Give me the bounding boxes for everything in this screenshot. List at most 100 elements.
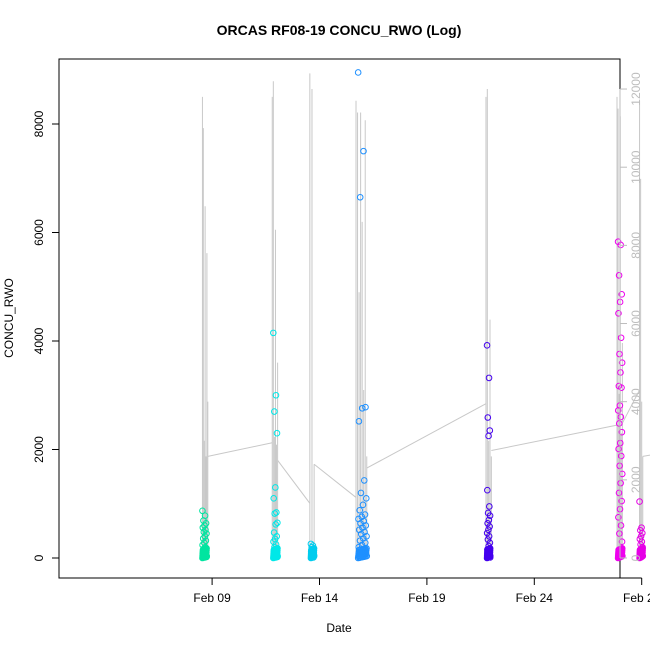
data-point xyxy=(485,374,493,382)
y-tick-label: 6000 xyxy=(32,219,46,246)
y2-axis: 0 2000 4000 6000 8000 10000 12000 xyxy=(619,72,643,561)
data-point xyxy=(484,536,492,543)
trace-connector xyxy=(621,389,640,424)
y2-tick-label: 12000 xyxy=(629,72,643,106)
data-point xyxy=(355,417,363,425)
data-point xyxy=(274,545,281,552)
data-point xyxy=(310,545,318,552)
data-point xyxy=(616,530,623,537)
data-point xyxy=(363,552,371,560)
data-point xyxy=(485,432,492,440)
y-tick-label: 0 xyxy=(32,554,46,561)
data-point xyxy=(484,414,492,421)
data-point xyxy=(615,489,623,497)
data-point xyxy=(618,538,626,546)
data-point xyxy=(273,429,281,437)
data-point xyxy=(639,545,646,552)
data-point xyxy=(356,506,364,514)
data-point xyxy=(203,552,211,560)
data-point xyxy=(618,291,626,298)
y-tick-label: 4000 xyxy=(32,327,46,354)
data-point xyxy=(272,521,280,528)
data-point xyxy=(361,511,369,518)
data-point xyxy=(272,484,279,491)
data-point xyxy=(274,552,281,560)
trace-connector xyxy=(313,463,357,498)
data-point xyxy=(271,408,278,415)
data-point xyxy=(486,545,494,552)
x-tick-label: Feb 29 xyxy=(623,591,650,605)
data-point xyxy=(639,529,646,537)
trace-connector xyxy=(366,403,487,469)
altitude-trace-layer xyxy=(201,73,650,558)
y2-tick-label: 0 xyxy=(629,554,643,561)
trace-connector xyxy=(277,460,311,504)
y-tick-label: 2000 xyxy=(32,436,46,463)
data-point xyxy=(360,477,368,484)
data-point xyxy=(617,452,625,460)
data-point xyxy=(616,350,623,358)
x-tick-label: Feb 09 xyxy=(193,591,231,605)
series-rf12 xyxy=(483,342,494,562)
data-point xyxy=(310,549,318,556)
data-point xyxy=(618,384,625,391)
data-point xyxy=(484,519,491,527)
x-tick-label: Feb 14 xyxy=(301,591,339,605)
y2-tick-label: 10000 xyxy=(629,150,643,184)
data-point xyxy=(485,526,492,534)
data-point xyxy=(617,334,625,342)
data-point xyxy=(615,445,622,453)
data-point xyxy=(358,404,366,412)
data-point xyxy=(617,413,625,421)
data-point xyxy=(273,549,281,556)
data-point xyxy=(271,510,279,517)
data-point xyxy=(203,545,210,552)
data-point xyxy=(357,489,365,497)
data-point xyxy=(618,549,626,556)
data-point xyxy=(354,69,362,76)
y2-tick-label: 2000 xyxy=(629,466,643,493)
data-point xyxy=(486,523,493,530)
y-axis: 0 2000 4000 6000 8000 xyxy=(32,110,60,561)
data-point xyxy=(615,420,623,427)
series-rf14 xyxy=(636,498,647,562)
data-point xyxy=(486,512,494,519)
x-axis: Feb 09 Feb 14 Feb 19 Feb 24 Feb 29 xyxy=(193,577,650,605)
trace-connector xyxy=(642,454,650,457)
data-point xyxy=(483,342,491,349)
x-axis-label: Date xyxy=(326,621,352,635)
data-point xyxy=(270,329,277,337)
data-point xyxy=(485,533,493,540)
trace-connector xyxy=(491,424,618,452)
data-point xyxy=(615,310,622,317)
data-point xyxy=(359,501,367,509)
trace-connector xyxy=(207,442,273,457)
data-point xyxy=(273,509,280,516)
data-point xyxy=(618,428,626,436)
data-point xyxy=(486,503,493,510)
data-point xyxy=(618,470,626,478)
data-point xyxy=(362,403,369,411)
y2-tick-label: 8000 xyxy=(629,232,643,259)
y2-tick-label: 6000 xyxy=(629,310,643,337)
data-point xyxy=(486,549,494,556)
y2-tick-label: 4000 xyxy=(629,388,643,415)
series-rf08 xyxy=(199,507,211,562)
data-point xyxy=(639,549,646,556)
series-rf11 xyxy=(354,69,371,562)
data-point xyxy=(615,272,623,279)
data-point xyxy=(270,495,278,502)
data-point xyxy=(362,495,370,502)
data-point xyxy=(618,359,626,367)
data-point xyxy=(272,391,280,399)
data-point xyxy=(362,522,370,529)
data-point xyxy=(617,522,625,529)
data-points-layer xyxy=(199,69,647,562)
data-point xyxy=(486,552,494,560)
data-point xyxy=(483,529,491,537)
data-point xyxy=(615,514,622,521)
data-point xyxy=(363,533,370,540)
data-point xyxy=(363,545,370,552)
x-tick-label: Feb 19 xyxy=(408,591,446,605)
